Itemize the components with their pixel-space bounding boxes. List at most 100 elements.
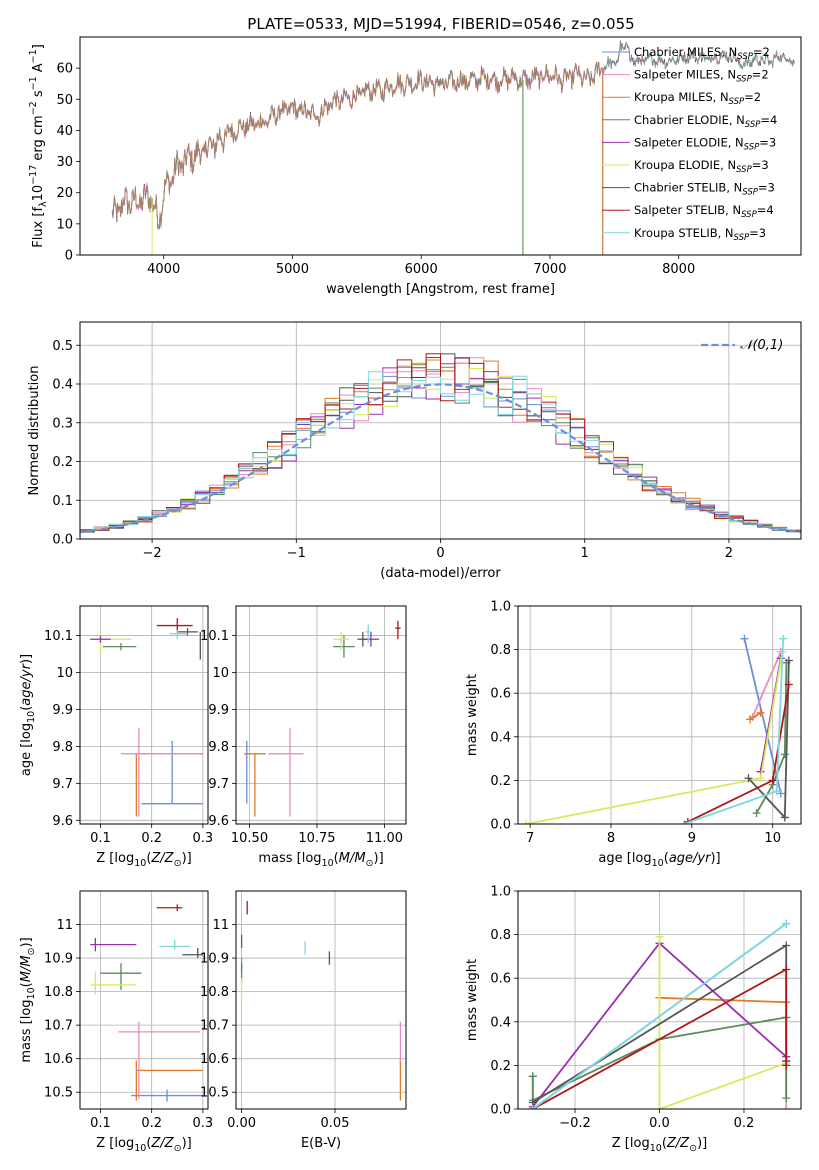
data-point-marker xyxy=(768,776,777,785)
data-point-marker xyxy=(782,1105,791,1109)
x-tick-label: 5000 xyxy=(276,262,309,277)
series-line xyxy=(525,651,784,824)
y-axis-label: age [log10(age/yr)] xyxy=(19,654,37,776)
y-tick-label: 0.8 xyxy=(490,643,511,658)
errorbar-kroupa-miles xyxy=(135,1060,203,1101)
x-tick-label: 0.3 xyxy=(193,1116,214,1131)
chart-weight_vs_Z: −0.2 0.0 0.2 0.0 0.2 0.4 0.6 0.8 1.0 Z [log10(Z/Z… xyxy=(465,885,802,1154)
y-tick-label: 9.6 xyxy=(52,814,73,829)
x-tick-label: 10 xyxy=(764,831,781,846)
y-tick-label: 10 xyxy=(212,666,229,681)
y-tick-label: 11 xyxy=(56,918,73,933)
figure-title: PLATE=0533, MJD=51994, FIBERID=0546, z=0… xyxy=(247,15,634,33)
x-tick-label: 8 xyxy=(607,831,615,846)
errorbar-salpeter-miles xyxy=(268,727,304,817)
axes-frame xyxy=(79,36,802,256)
legend-label: Chabrier MILES, NSSP=2 xyxy=(634,45,770,62)
y-tick-label: 0.4 xyxy=(490,730,511,745)
x-axis-label: wavelength [Angstrom, rest frame] xyxy=(326,282,555,297)
x-tick-label: 7 xyxy=(526,831,534,846)
errorbar-salpeter-stelib xyxy=(395,620,401,640)
data-point-marker xyxy=(528,1072,537,1081)
x-tick-label: 7000 xyxy=(533,262,566,277)
y-tick-label: 0.0 xyxy=(52,533,73,548)
plot-area xyxy=(90,904,203,1102)
data-point-marker xyxy=(655,932,664,941)
errorbar-kroupa-elodie xyxy=(90,971,137,995)
legend-label: Chabrier ELODIE, NSSP=4 xyxy=(634,113,777,130)
data-point-marker xyxy=(782,965,791,974)
legend-label: Kroupa MILES, NSSP=2 xyxy=(634,90,761,107)
y-tick-label: 0.2 xyxy=(490,1059,511,1074)
x-axis-label: Z [log10(Z/Z⊙)] xyxy=(96,1136,191,1154)
x-tick-label: 8000 xyxy=(662,262,695,277)
errorbar-salpeter-miles xyxy=(118,1021,201,1099)
series-line xyxy=(749,712,762,721)
data-point-marker xyxy=(782,919,791,928)
y-axis-label: Flux [fλ10−17 erg cm−2 s−1 A−1] xyxy=(28,44,49,248)
plot-area xyxy=(90,618,203,817)
data-point-marker xyxy=(679,820,688,824)
y-tick-label: 9.7 xyxy=(208,777,229,792)
errorbar-kroupa-miles xyxy=(244,753,266,817)
y-axis-label: mass [log10(M/M⊙)] xyxy=(19,937,37,1062)
chart-age_vs_Z: 0.1 0.2 0.3 9.6 9.7 9.8 9.9 10 10.1 Z [log10(Z/Z⊙… xyxy=(19,605,213,869)
y-tick-label: 60 xyxy=(56,62,73,77)
chart-mass_vs_Z: 0.1 0.2 0.3 10.5 10.6 10.7 10.8 10.9 11 Z [log10(… xyxy=(19,890,214,1154)
data-point-marker xyxy=(746,715,755,724)
data-point-marker xyxy=(776,789,785,798)
axes-frame xyxy=(79,890,209,1110)
y-tick-label: 0.0 xyxy=(490,1103,511,1118)
y-tick-label: 0.4 xyxy=(52,378,73,393)
y-tick-label: 10.9 xyxy=(200,952,229,967)
x-tick-label: 0.00 xyxy=(227,1116,256,1131)
errorbar-salpeter-miles xyxy=(120,727,201,817)
legend-label: Salpeter ELODIE, NSSP=3 xyxy=(634,135,776,152)
errorbar-chabrier-miles xyxy=(131,1089,203,1102)
errorbar-chabrier-elodie xyxy=(103,642,137,651)
x-tick-label: 0.05 xyxy=(321,1116,350,1131)
y-tick-label: 10.1 xyxy=(200,629,229,644)
series-kroupa-miles xyxy=(746,708,765,724)
x-tick-label: 0.2 xyxy=(141,1116,162,1131)
x-tick-label: 1 xyxy=(581,546,589,561)
x-tick-label: 0.2 xyxy=(141,831,162,846)
y-tick-label: 9.8 xyxy=(208,740,229,755)
x-tick-label: 4000 xyxy=(147,262,180,277)
y-tick-label: 10.5 xyxy=(200,1086,229,1101)
series-kroupa-elodie xyxy=(655,932,791,1109)
y-tick-label: 0.2 xyxy=(490,774,511,789)
y-tick-label: 50 xyxy=(56,93,73,108)
errorbar-kroupa-stelib xyxy=(159,939,191,950)
y-tick-label: 9.9 xyxy=(208,703,229,718)
plot-area xyxy=(80,353,801,539)
y-axis-label: mass weight xyxy=(465,959,480,1041)
x-tick-label: 11.00 xyxy=(366,831,403,846)
x-axis-label: Z [log10(Z/Z⊙)] xyxy=(96,851,191,869)
y-tick-label: 0.6 xyxy=(490,687,511,702)
x-tick-label: −2 xyxy=(143,546,162,561)
y-tick-label: 10.6 xyxy=(200,1052,229,1067)
y-tick-label: 0.6 xyxy=(490,972,511,987)
errorbar-chabrier-elodie xyxy=(100,963,142,990)
axes-frame xyxy=(517,605,802,825)
x-tick-label: 0.1 xyxy=(90,1116,111,1131)
data-point-marker xyxy=(784,656,793,665)
x-tick-label: −0.2 xyxy=(559,1116,591,1131)
data-point-marker xyxy=(780,750,789,759)
axes-frame xyxy=(235,605,407,825)
y-tick-label: 10.7 xyxy=(200,1019,229,1034)
y-tick-label: 20 xyxy=(56,186,73,201)
spectrum-data-line xyxy=(111,42,795,229)
series-line xyxy=(751,651,782,718)
y-tick-label: 9.8 xyxy=(52,740,73,755)
y-tick-label: 11 xyxy=(212,918,229,933)
y-tick-label: 0.3 xyxy=(52,416,73,431)
x-axis-label: Z [log10(Z/Z⊙)] xyxy=(612,1136,707,1154)
legend: 𝒩(0,1) xyxy=(701,338,783,353)
series-line xyxy=(658,936,787,1109)
x-axis-label: E(B-V) xyxy=(301,1136,341,1151)
x-tick-label: 10.75 xyxy=(298,831,335,846)
axes-frame xyxy=(79,605,209,825)
x-tick-label: 0.0 xyxy=(649,1116,670,1131)
